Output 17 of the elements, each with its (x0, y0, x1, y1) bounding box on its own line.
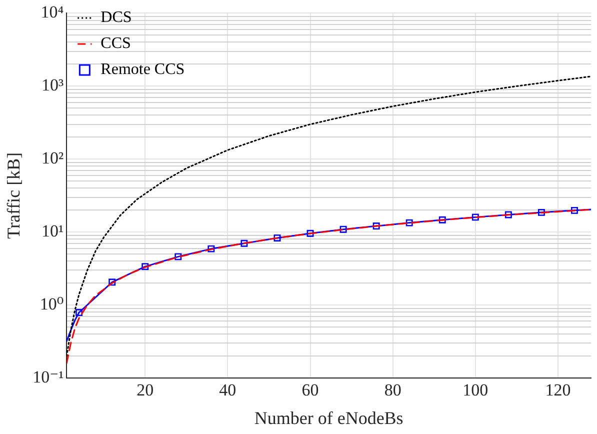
y-tick-label: 10² (42, 148, 64, 168)
x-axis-title: Number of eNodeBs (254, 408, 404, 428)
x-tick-label: 100 (462, 380, 488, 400)
x-tick-label: 120 (545, 380, 571, 400)
y-tick-label: 10⁰ (40, 294, 64, 314)
y-tick-label: 10³ (42, 76, 64, 95)
x-tick-label: 40 (219, 380, 236, 400)
y-tick-label: 10¹ (42, 222, 64, 241)
legend-label: DCS (100, 9, 132, 26)
y-tick-label: 10⁻¹ (32, 367, 64, 386)
y-axis-title: Traffic [kB] (4, 152, 24, 239)
x-tick-label: 20 (136, 380, 154, 400)
x-tick-label: 60 (302, 380, 319, 400)
legend-label: CCS (100, 35, 131, 52)
legend-label: Remote CCS (100, 61, 185, 78)
y-tick-label: 10⁴ (40, 2, 64, 22)
x-tick-label: 80 (384, 380, 402, 400)
